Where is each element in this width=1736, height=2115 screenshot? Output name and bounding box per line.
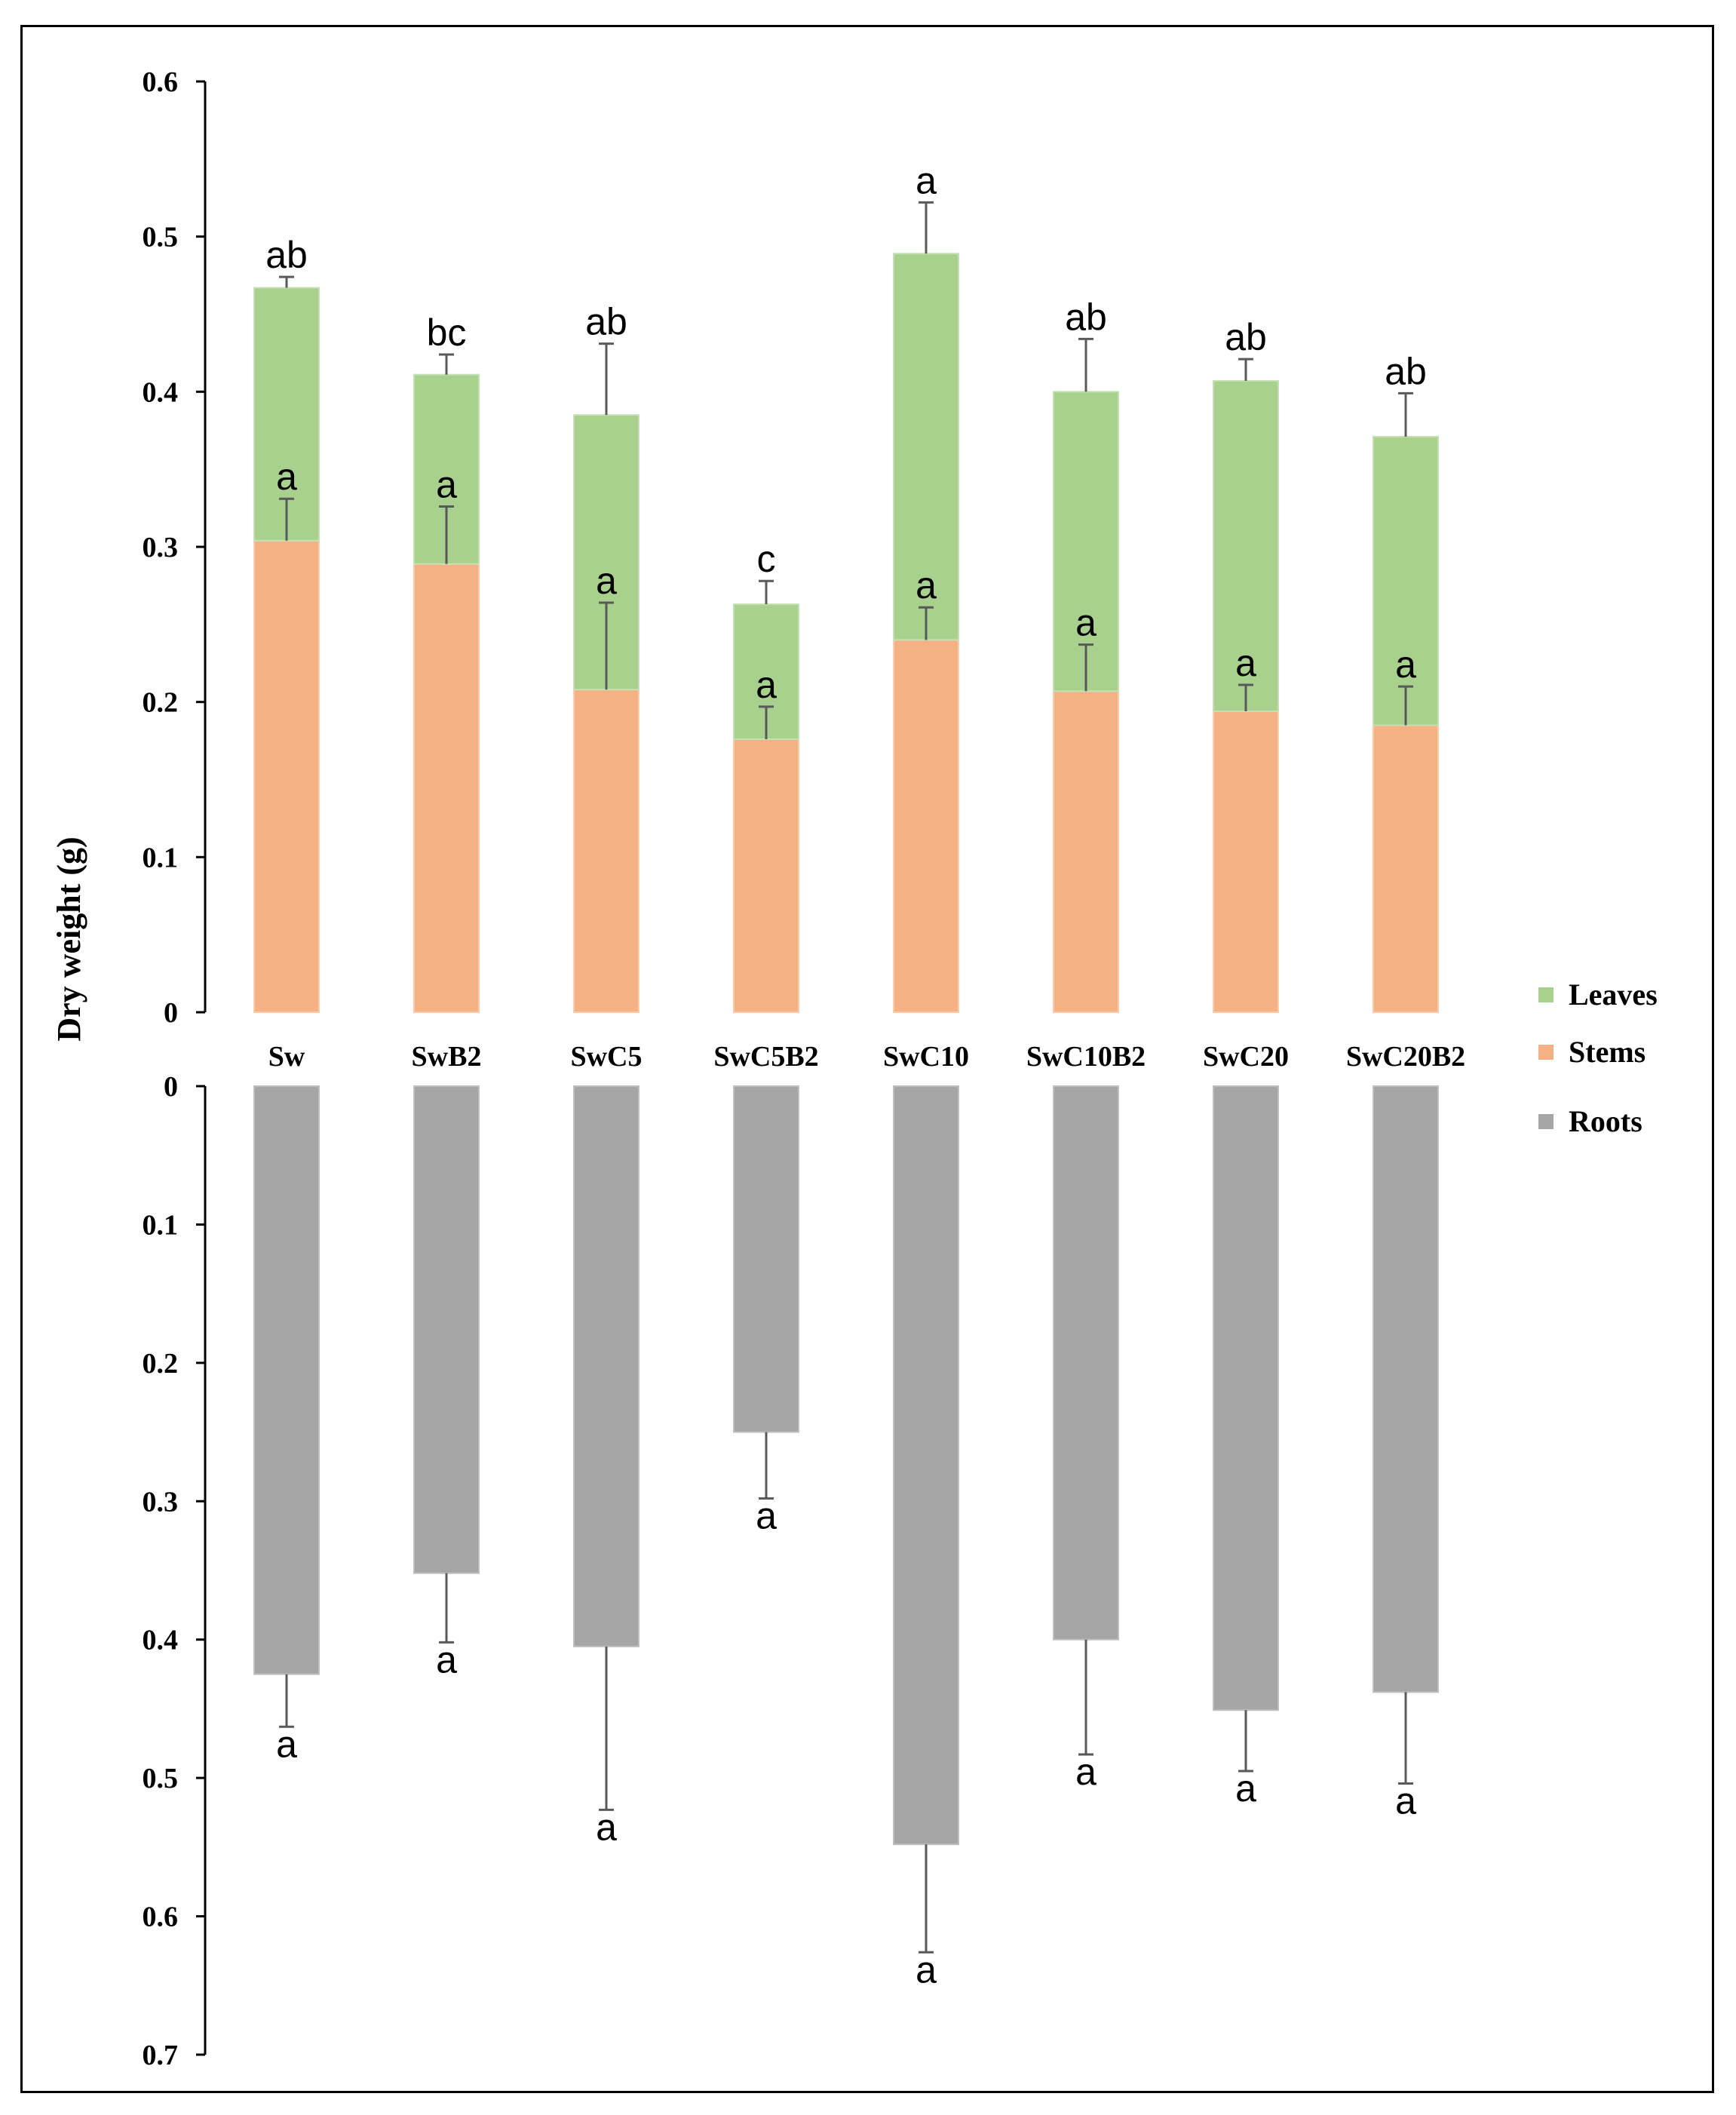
stems-bar	[573, 689, 639, 1013]
stems-significance-label: a	[276, 456, 297, 498]
stems-significance-label: a	[756, 664, 777, 706]
bottom-y-tick-label: 0.3	[143, 1486, 179, 1518]
leaves-significance-label: ab	[1385, 350, 1427, 392]
top-y-tick-label: 0	[164, 997, 178, 1029]
stems-significance-label: a	[1395, 643, 1416, 686]
top-y-tick-label: 0.4	[143, 376, 179, 408]
legend-swatch-stems	[1538, 1045, 1554, 1060]
leaves-bar	[1373, 435, 1439, 726]
stems-significance-label: a	[916, 564, 937, 606]
roots-bar	[573, 1085, 639, 1647]
bottom-y-tick-label: 0.6	[143, 1902, 179, 1933]
category-label: SwB2	[412, 1041, 482, 1073]
roots-significance-label: a	[436, 1638, 457, 1681]
category-label: SwC20	[1203, 1041, 1289, 1073]
roots-bar	[733, 1085, 799, 1433]
roots-significance-label: a	[756, 1495, 777, 1537]
legend-label-roots: Roots	[1569, 1104, 1642, 1138]
bottom-y-tick-label: 0.2	[143, 1348, 179, 1380]
roots-significance-label: a	[596, 1806, 617, 1848]
stems-significance-label: a	[436, 464, 457, 506]
roots-significance-label: a	[1235, 1767, 1256, 1810]
y-axis-title: Dry weight (g)	[51, 836, 87, 1041]
top-y-tick-label: 0.2	[143, 687, 179, 719]
bottom-y-tick-label: 0.7	[143, 2040, 179, 2071]
stems-bar	[413, 563, 480, 1013]
roots-bar	[413, 1085, 480, 1574]
stems-bar	[1213, 711, 1279, 1013]
roots-significance-label: a	[1395, 1779, 1416, 1822]
category-label: SwC20B2	[1346, 1041, 1465, 1073]
stems-significance-label: a	[1075, 602, 1097, 644]
labels: Sw SwB2 SwC5 SwC5B2 SwC10 SwC10B2 SwC20 SwC20B2…	[265, 159, 1465, 1991]
legend-swatch-leaves	[1538, 987, 1554, 1002]
roots-significance-label: a	[276, 1723, 297, 1765]
legend-label-stems: Stems	[1569, 1035, 1646, 1069]
top-y-tick-label: 0.3	[143, 532, 179, 563]
leaves-significance-label: ab	[585, 301, 627, 343]
bottom-y-tick-label: 0	[164, 1071, 178, 1103]
leaves-significance-label: ab	[1065, 296, 1107, 338]
top-y-tick-label: 0.1	[143, 842, 179, 873]
stems-bar	[253, 539, 320, 1013]
stems-bar	[893, 639, 959, 1014]
stems-bar	[1373, 724, 1439, 1013]
roots-bar	[253, 1085, 320, 1675]
leaves-significance-label: c	[757, 538, 776, 580]
leaves-bar	[893, 253, 959, 641]
figure-frame	[20, 25, 1714, 2093]
category-label: SwC5B2	[713, 1041, 818, 1073]
bottom-y-tick-label: 0.5	[143, 1763, 179, 1794]
roots-bar	[1053, 1085, 1119, 1641]
category-label: SwC10	[883, 1041, 969, 1073]
bottom-y-tick-label: 0.4	[143, 1625, 179, 1656]
axes: 0 0.1 0.2 0.3 0.4 0.5 0.6 0 0.1 0.2 0.3 0.4 0.5 0.6 0.…	[51, 66, 207, 2071]
roots-bar	[1373, 1085, 1439, 1693]
roots-significance-label: a	[1075, 1751, 1097, 1793]
stems-bar	[733, 738, 799, 1013]
leaves-significance-label: ab	[1225, 316, 1267, 358]
category-label: Sw	[268, 1041, 305, 1073]
roots-significance-label: a	[916, 1948, 937, 1991]
stems-significance-label: a	[596, 560, 617, 602]
legend-swatch-roots	[1538, 1114, 1554, 1129]
legend: Leaves Stems Roots	[1538, 978, 1658, 1138]
legend-label-leaves: Leaves	[1569, 978, 1658, 1011]
top-y-tick-label: 0.5	[143, 222, 179, 253]
roots-bar	[893, 1085, 959, 1846]
leaves-significance-label: a	[916, 159, 937, 201]
leaves-significance-label: ab	[265, 234, 308, 276]
stems-significance-label: a	[1235, 642, 1256, 684]
leaves-bar	[1213, 379, 1279, 713]
bars	[253, 253, 1439, 1846]
category-label: SwC10B2	[1026, 1041, 1146, 1073]
top-y-tick-label: 0.6	[143, 66, 179, 98]
bottom-y-tick-label: 0.1	[143, 1209, 179, 1241]
roots-bar	[1213, 1085, 1279, 1711]
leaves-significance-label: bc	[427, 312, 467, 354]
error-bars	[279, 201, 1413, 1954]
stems-bar	[1053, 690, 1119, 1014]
category-label: SwC5	[570, 1041, 642, 1073]
